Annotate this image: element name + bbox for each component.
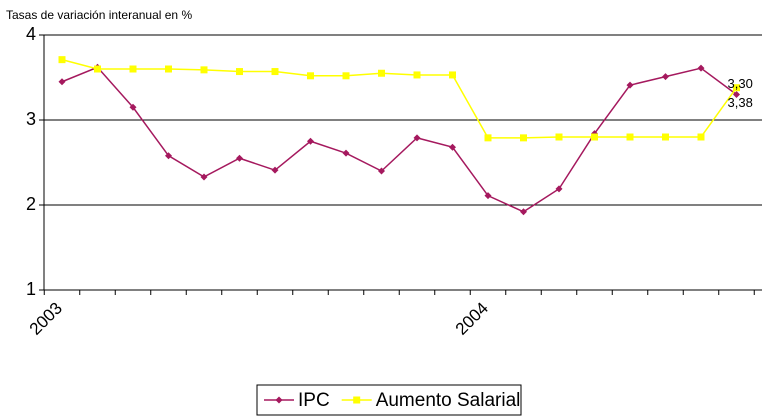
point: [697, 64, 705, 72]
point: [662, 73, 669, 81]
x-tick-label: 2003: [26, 299, 66, 339]
legend-label: IPC: [298, 390, 330, 411]
point: [271, 68, 279, 76]
point: [555, 185, 563, 193]
point: [94, 65, 101, 73]
y-tick-label: 1: [26, 279, 36, 299]
point: [342, 149, 350, 157]
point: [342, 72, 350, 80]
point: [626, 133, 634, 141]
point: [733, 91, 740, 98]
point: [275, 396, 283, 404]
legend-box: [256, 384, 522, 416]
point: [129, 65, 137, 73]
point: [353, 396, 361, 404]
value-label: 3,38: [728, 95, 753, 110]
y-tick-label: 3: [26, 109, 36, 129]
point: [378, 69, 385, 77]
point: [58, 78, 66, 86]
point: [591, 133, 598, 141]
point: [307, 137, 314, 145]
point: [484, 192, 492, 200]
point: [271, 166, 279, 174]
point: [555, 133, 563, 141]
point: [449, 71, 456, 79]
point: [200, 66, 208, 74]
point: [236, 68, 243, 76]
value-label: 3,30: [728, 76, 753, 91]
y-tick-label: 4: [26, 24, 36, 44]
series-line: [61, 66, 737, 213]
point: [733, 84, 740, 92]
x-tick-label: 2004: [452, 299, 492, 339]
point: [449, 143, 456, 151]
point: [165, 65, 172, 73]
legend: IPC Aumento Salarial: [256, 384, 522, 416]
point: [484, 134, 492, 142]
point: [236, 154, 243, 162]
point: [413, 71, 421, 79]
y-axis-label: Tasas de variación interanual en %: [6, 8, 192, 22]
point: [413, 134, 421, 142]
point: [520, 134, 527, 142]
point: [165, 152, 172, 160]
point: [307, 72, 314, 80]
point: [520, 208, 527, 216]
point: [129, 103, 137, 111]
point: [378, 167, 385, 175]
point: [58, 56, 66, 64]
series-line: [61, 58, 738, 139]
y-tick-label: 2: [26, 194, 36, 214]
legend-label: Aumento Salarial: [376, 390, 521, 411]
point: [200, 173, 208, 181]
point: [626, 81, 634, 89]
point: [697, 133, 705, 141]
point: [662, 133, 669, 141]
